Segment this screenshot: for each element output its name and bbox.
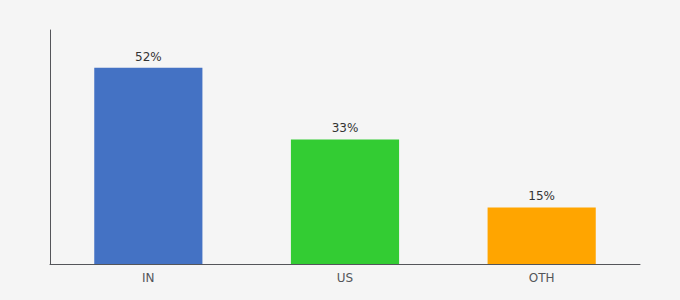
- svg-text:US: US: [337, 271, 353, 285]
- svg-text:15%: 15%: [528, 189, 555, 203]
- svg-text:33%: 33%: [332, 121, 359, 135]
- svg-text:OTH: OTH: [529, 271, 555, 285]
- svg-text:52%: 52%: [135, 50, 162, 64]
- svg-text:IN: IN: [142, 271, 155, 285]
